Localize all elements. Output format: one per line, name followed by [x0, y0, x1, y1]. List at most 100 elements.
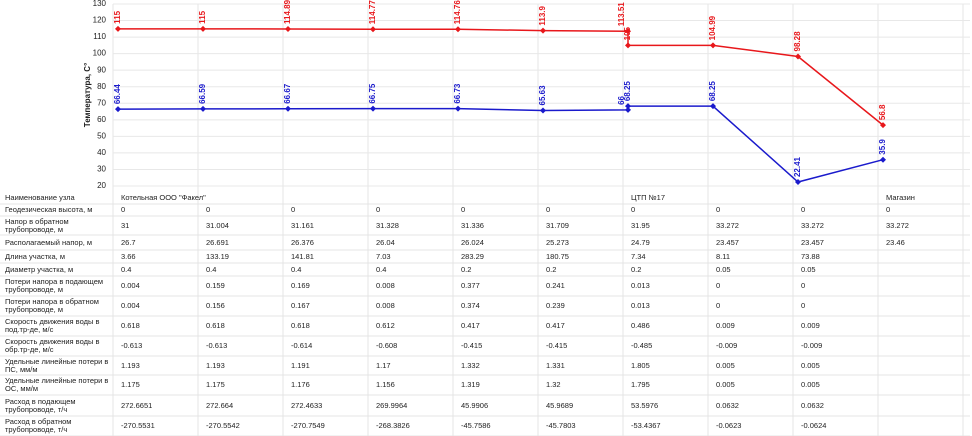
- cell: 0: [206, 205, 211, 214]
- cell: 31.709: [546, 220, 569, 230]
- cell: 0.4: [291, 264, 302, 274]
- data-label: 65.63: [538, 85, 547, 106]
- cell: ЦТП №17: [631, 192, 665, 202]
- y-tick-label: 90: [97, 65, 106, 74]
- data-label: 113.51: [617, 2, 626, 27]
- cell: 1.331: [546, 360, 565, 370]
- row-label: Геодезическая высота, м: [5, 205, 93, 214]
- cell: Магазин: [886, 192, 915, 202]
- cell: 0.156: [206, 301, 225, 310]
- cell: [886, 356, 966, 375]
- cell: 0.05: [716, 264, 731, 274]
- cell: 8.11: [716, 251, 731, 261]
- cell: 0.486: [631, 321, 650, 330]
- cell: -270.7549: [291, 421, 325, 430]
- cell: 1.332: [461, 360, 480, 370]
- y-tick-label: 60: [97, 115, 106, 124]
- cell: [546, 191, 626, 204]
- point: [880, 122, 886, 129]
- cell: 0.009: [801, 321, 820, 330]
- row-label: Диаметр участка, м: [5, 264, 74, 274]
- cell: 31.004: [206, 220, 229, 230]
- cell: -270.5542: [206, 421, 240, 430]
- cell: 31.336: [461, 220, 484, 230]
- cell: 0.377: [461, 281, 480, 290]
- cell: 0.013: [631, 281, 650, 290]
- cell: 31.95: [631, 220, 650, 230]
- data-label: 113.9: [538, 6, 547, 26]
- point: [540, 27, 546, 34]
- cell: 133.19: [206, 251, 229, 261]
- cell: 0.008: [376, 281, 395, 290]
- cell: 272.4633: [291, 400, 323, 410]
- cell: 0: [546, 205, 551, 214]
- cell: [291, 191, 371, 204]
- cell: 0.374: [461, 301, 480, 310]
- cell: 1.319: [461, 380, 480, 389]
- data-label: 105: [623, 26, 632, 40]
- cell: [886, 263, 966, 276]
- cell: 0.4: [206, 264, 217, 274]
- cell: 0.013: [631, 301, 650, 310]
- y-tick-label: 40: [97, 148, 106, 157]
- y-tick-label: 120: [93, 16, 107, 25]
- point: [370, 105, 376, 112]
- cell: 1.805: [631, 360, 650, 370]
- cell: 1.193: [206, 360, 225, 370]
- y-tick-label: 50: [97, 131, 106, 140]
- cell: 0.008: [376, 301, 395, 310]
- cell: 31.161: [291, 220, 314, 230]
- cell: 1.795: [631, 380, 650, 389]
- cell: 23.46: [886, 237, 905, 247]
- cell: 0.239: [546, 301, 565, 310]
- cell: -268.3826: [376, 421, 410, 430]
- cell: 0.417: [546, 321, 565, 330]
- y-axis-title: Температура, С°: [83, 63, 92, 128]
- data-label: 66.75: [368, 83, 377, 104]
- cell: 0.005: [716, 360, 735, 370]
- cell: 1.156: [376, 380, 395, 389]
- cell: 0: [716, 301, 721, 310]
- cell: 25.273: [546, 237, 569, 247]
- cell: 0.005: [716, 380, 735, 389]
- data-label: 115: [198, 10, 207, 23]
- cell: [886, 316, 966, 336]
- cell: 23.457: [716, 237, 739, 247]
- cell: 0.004: [121, 301, 140, 310]
- data-label: 104.99: [708, 15, 717, 40]
- cell: 0.169: [291, 281, 310, 290]
- cell: 26.024: [461, 237, 484, 247]
- cell: [801, 191, 881, 204]
- cell: 1.175: [206, 380, 225, 389]
- cell: 0.4: [376, 264, 387, 274]
- point: [625, 42, 631, 49]
- row-label: Длина участка, м: [5, 251, 65, 261]
- row-label: Удельные линейные потери в ОС, мм/м: [5, 376, 109, 393]
- series-line: [118, 28, 884, 126]
- cell: 0.2: [461, 264, 472, 274]
- cell: 0.004: [121, 281, 140, 290]
- cell: 0.2: [546, 264, 557, 274]
- cell: 31: [121, 220, 130, 230]
- cell: 0: [631, 205, 636, 214]
- cell: -0.614: [291, 341, 313, 350]
- cell: 0.618: [291, 321, 310, 330]
- data-label: 114.76: [453, 0, 462, 24]
- point: [795, 53, 801, 60]
- point: [285, 105, 291, 112]
- data-label: 66.44: [113, 84, 122, 105]
- cell: 26.7: [121, 237, 136, 247]
- cell: -0.415: [546, 341, 568, 350]
- row-label: Наименование узла: [5, 192, 75, 202]
- y-tick-label: 80: [97, 82, 106, 91]
- cell: -270.5531: [121, 421, 155, 430]
- data-label: 56.8: [878, 104, 887, 120]
- cell: -0.0624: [801, 421, 827, 430]
- cell: 0.612: [376, 321, 395, 330]
- cell: [886, 416, 966, 436]
- point: [795, 179, 801, 186]
- cell: 73.88: [801, 251, 820, 261]
- data-label: 68.25: [623, 81, 632, 102]
- cell: 45.9906: [461, 400, 489, 410]
- cell: [886, 296, 966, 316]
